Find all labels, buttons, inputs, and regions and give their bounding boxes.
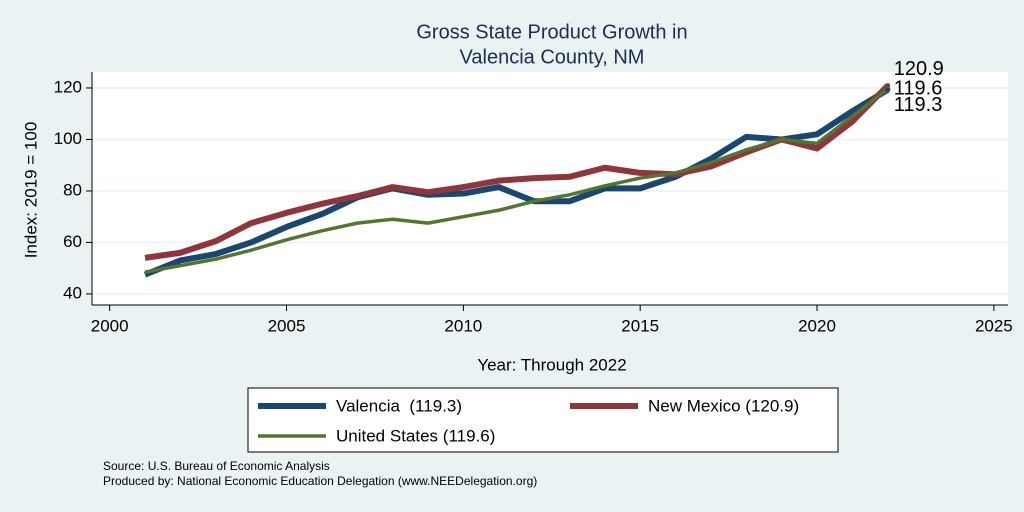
- y-tick-label: 100: [54, 129, 82, 148]
- end-label: 119.3: [894, 94, 943, 116]
- y-axis-label: Index: 2019 = 100: [21, 122, 40, 259]
- y-tick-label: 120: [54, 77, 82, 96]
- y-tick-label: 80: [63, 180, 82, 199]
- end-point: [885, 87, 891, 93]
- note: Produced by: National Economic Education…: [103, 474, 537, 488]
- x-tick-label: 2000: [91, 316, 129, 335]
- chart-title: Gross State Product Growth in: [416, 21, 687, 43]
- legend: [247, 387, 839, 453]
- series-line: [144, 87, 889, 274]
- y-tick-label: 40: [63, 283, 82, 302]
- note: Source: U.S. Bureau of Economic Analysis: [103, 459, 330, 473]
- x-tick-label: 2015: [621, 316, 659, 335]
- x-tick-label: 2020: [798, 316, 836, 335]
- x-axis-label: Year: Through 2022: [477, 355, 626, 374]
- chart-title: Valencia County, NM: [460, 46, 645, 68]
- end-label: 120.9: [894, 58, 944, 80]
- y-tick-label: 60: [63, 232, 82, 251]
- x-tick-label: 2010: [444, 316, 482, 335]
- series-line: [143, 87, 890, 278]
- x-tick-label: 2005: [268, 316, 306, 335]
- x-tick-label: 2025: [975, 316, 1013, 335]
- end-label: 119.6: [894, 77, 943, 99]
- legend-label: New Mexico (120.9): [648, 396, 799, 415]
- legend-label: Valencia (119.3): [336, 396, 462, 415]
- legend-label: United States (119.6): [336, 426, 495, 445]
